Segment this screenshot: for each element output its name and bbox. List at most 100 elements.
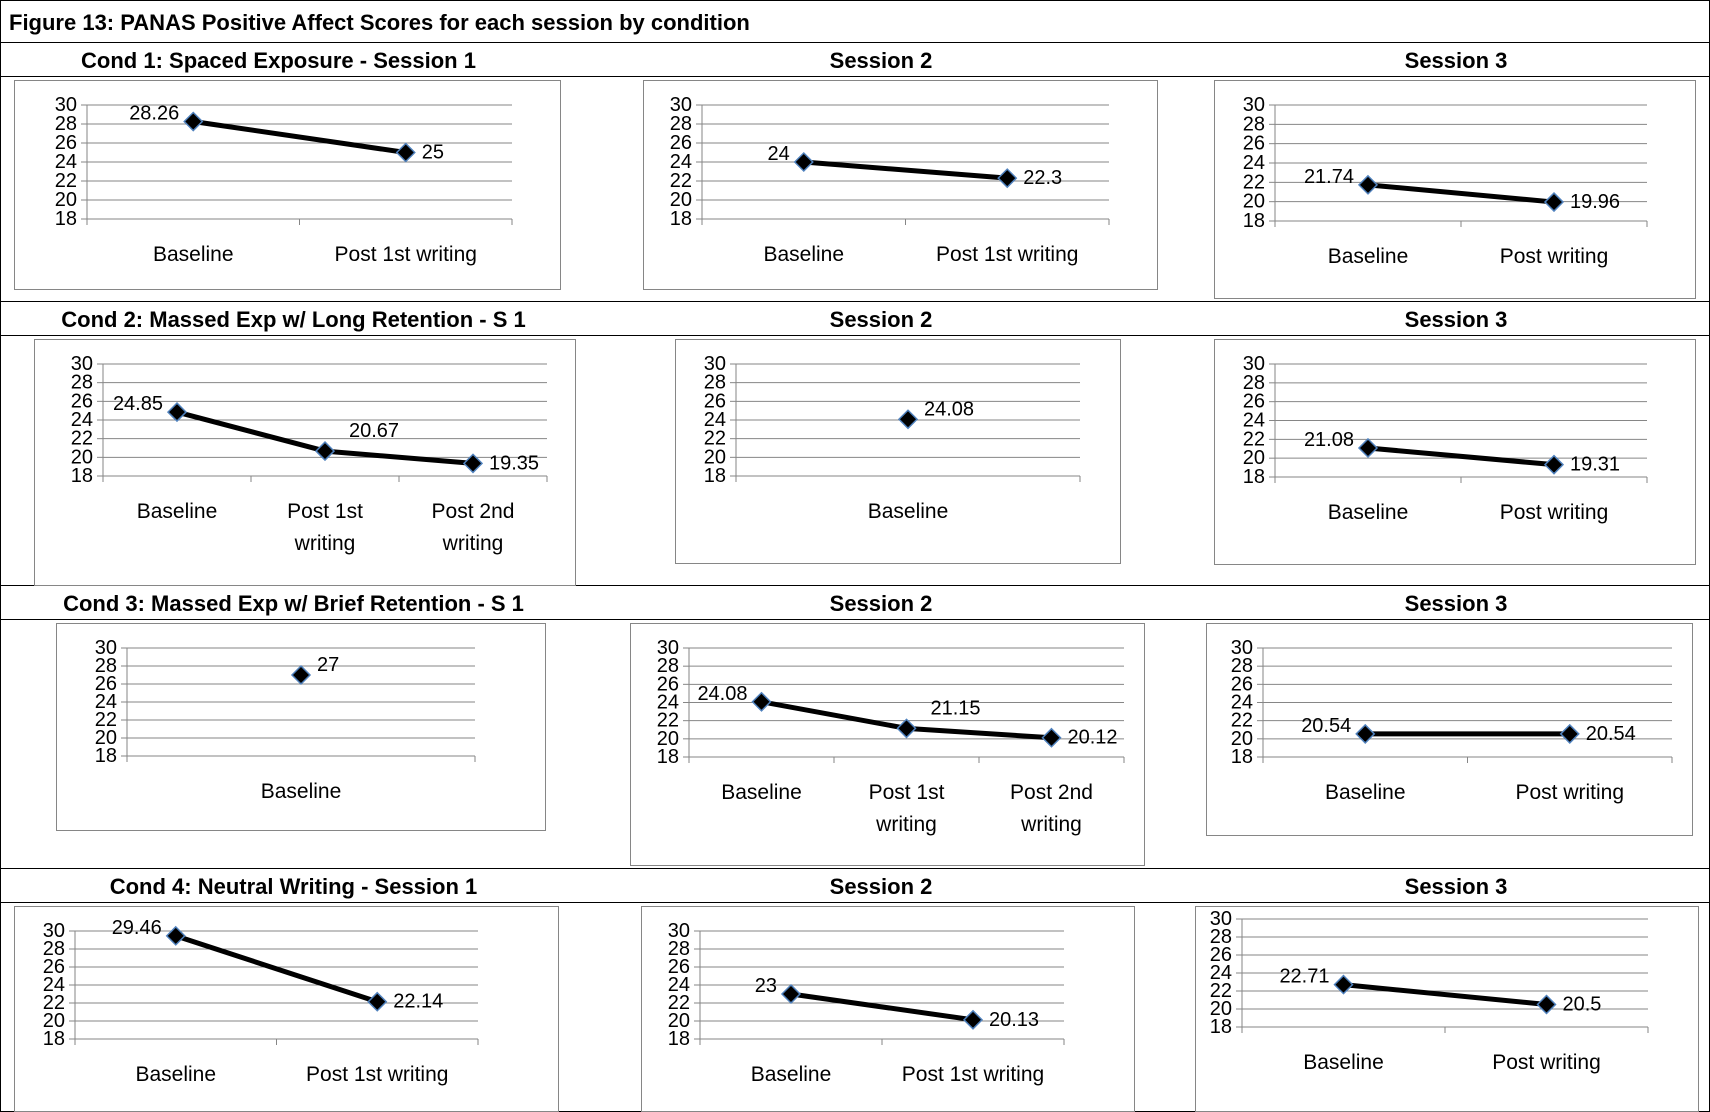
series-line bbox=[1343, 982, 1547, 1007]
line-chart: 18 20 22 24 26 28 30 Baseline 24.08 bbox=[675, 339, 1121, 564]
y-tick-label: 20 bbox=[95, 727, 117, 749]
data-label: 24.85 bbox=[113, 393, 163, 415]
y-tick-label: 20 bbox=[43, 1010, 65, 1032]
x-tick-label: Baseline bbox=[1328, 245, 1409, 268]
y-tick-label: 24 bbox=[657, 692, 679, 714]
y-tick-label: 18 bbox=[1243, 466, 1265, 488]
y-tick-label: 18 bbox=[55, 208, 77, 230]
line-chart: 18 20 22 24 26 28 30 Baseline Post writing 20.54 2… bbox=[1206, 623, 1693, 836]
x-tick-label: Post 2nd bbox=[1010, 781, 1093, 804]
line-chart: 18 20 22 24 26 28 30 Baseline Post 1st writing 23… bbox=[641, 906, 1135, 1112]
y-tick-label: 24 bbox=[1243, 410, 1265, 432]
y-tick-label: 18 bbox=[704, 465, 726, 487]
line-chart: 18 20 22 24 26 28 30 Baseline 27 bbox=[56, 623, 546, 831]
x-tick-label: Post writing bbox=[1500, 245, 1609, 268]
x-tick-label: Post writing bbox=[1500, 501, 1609, 524]
y-tick-label: 24 bbox=[1243, 152, 1265, 174]
panel-title: Cond 4: Neutral Writing - Session 1 bbox=[109, 874, 478, 899]
x-tick-label: Baseline bbox=[1303, 1051, 1384, 1074]
x-tick-label: Post 1st writing bbox=[335, 243, 477, 266]
panel-title: Session 3 bbox=[1404, 874, 1508, 899]
data-point-marker bbox=[462, 453, 484, 474]
y-tick-label: 30 bbox=[1231, 637, 1253, 659]
panel-title: Session 3 bbox=[1404, 48, 1508, 73]
y-tick-label: 22 bbox=[1210, 980, 1232, 1002]
data-point-marker bbox=[1041, 727, 1062, 748]
y-tick-label: 20 bbox=[704, 446, 726, 468]
y-tick-label: 26 bbox=[95, 673, 117, 695]
y-tick-label: 24 bbox=[71, 409, 93, 431]
data-label: 25 bbox=[422, 142, 444, 164]
line-chart: 18 20 22 24 26 28 30 Baseline Post writing 21.74 1… bbox=[1214, 80, 1696, 299]
y-tick-label: 28 bbox=[95, 655, 117, 677]
data-point-marker bbox=[780, 983, 802, 1005]
y-tick-label: 18 bbox=[657, 746, 679, 768]
y-tick-label: 28 bbox=[43, 938, 65, 960]
data-label: 19.31 bbox=[1570, 454, 1620, 476]
y-tick-label: 28 bbox=[1243, 372, 1265, 394]
data-point-marker bbox=[1543, 454, 1565, 475]
data-label: 28.26 bbox=[129, 103, 179, 125]
y-tick-label: 20 bbox=[657, 728, 679, 750]
x-tick-label: writing bbox=[294, 532, 356, 555]
series-line bbox=[192, 119, 407, 155]
y-tick-label: 30 bbox=[1243, 94, 1265, 116]
data-label: 24 bbox=[768, 143, 790, 165]
data-point-marker bbox=[166, 402, 188, 423]
row-divider bbox=[1, 868, 1709, 869]
y-tick-label: 26 bbox=[1243, 133, 1265, 155]
line-chart: 18 20 22 24 26 28 30 Baseline Post 1st writing 24… bbox=[643, 80, 1158, 290]
data-point-marker bbox=[1536, 994, 1557, 1015]
data-point-marker bbox=[793, 151, 814, 173]
series-line bbox=[174, 933, 379, 1005]
data-label: 20.54 bbox=[1301, 715, 1351, 737]
data-point-marker bbox=[165, 925, 186, 946]
data-label: 27 bbox=[317, 654, 339, 676]
y-tick-label: 26 bbox=[1231, 673, 1253, 695]
row-divider bbox=[1, 902, 1709, 903]
y-tick-label: 30 bbox=[95, 637, 117, 659]
line-chart: 18 20 22 24 26 28 30 Baseline Post writing 21.08 1… bbox=[1214, 339, 1696, 565]
data-point-marker bbox=[183, 111, 204, 132]
x-tick-label: Baseline bbox=[721, 781, 802, 804]
row-divider bbox=[1, 42, 1709, 43]
y-tick-label: 26 bbox=[1210, 944, 1232, 966]
x-tick-label: writing bbox=[442, 532, 504, 555]
y-tick-label: 22 bbox=[670, 170, 692, 192]
y-tick-label: 28 bbox=[1231, 655, 1253, 677]
y-tick-label: 24 bbox=[55, 151, 77, 173]
x-tick-label: Baseline bbox=[763, 243, 844, 266]
data-label: 24.08 bbox=[697, 683, 747, 705]
y-tick-label: 30 bbox=[670, 94, 692, 116]
y-tick-label: 28 bbox=[55, 113, 77, 135]
data-point-marker bbox=[1355, 723, 1376, 744]
y-tick-label: 20 bbox=[1243, 191, 1265, 213]
data-label: 20.12 bbox=[1068, 727, 1118, 749]
y-tick-label: 20 bbox=[55, 189, 77, 211]
y-tick-label: 30 bbox=[668, 920, 690, 942]
y-tick-label: 24 bbox=[1231, 692, 1253, 714]
row-divider bbox=[1, 301, 1709, 302]
panel-title: Cond 3: Massed Exp w/ Brief Retention - … bbox=[63, 591, 524, 616]
y-tick-label: 20 bbox=[670, 189, 692, 211]
data-label: 22.14 bbox=[393, 991, 443, 1013]
y-tick-label: 18 bbox=[668, 1028, 690, 1050]
y-tick-label: 18 bbox=[1210, 1016, 1232, 1038]
data-point-marker bbox=[367, 991, 388, 1012]
data-label: 21.74 bbox=[1304, 166, 1354, 188]
y-tick-label: 20 bbox=[1210, 998, 1232, 1020]
y-tick-label: 18 bbox=[1231, 746, 1253, 768]
y-tick-label: 24 bbox=[1210, 962, 1232, 984]
data-label: 24.08 bbox=[924, 398, 974, 420]
panel-title: Session 2 bbox=[829, 48, 933, 73]
y-tick-label: 22 bbox=[657, 710, 679, 732]
y-tick-label: 22 bbox=[95, 709, 117, 731]
y-tick-label: 30 bbox=[71, 353, 93, 375]
